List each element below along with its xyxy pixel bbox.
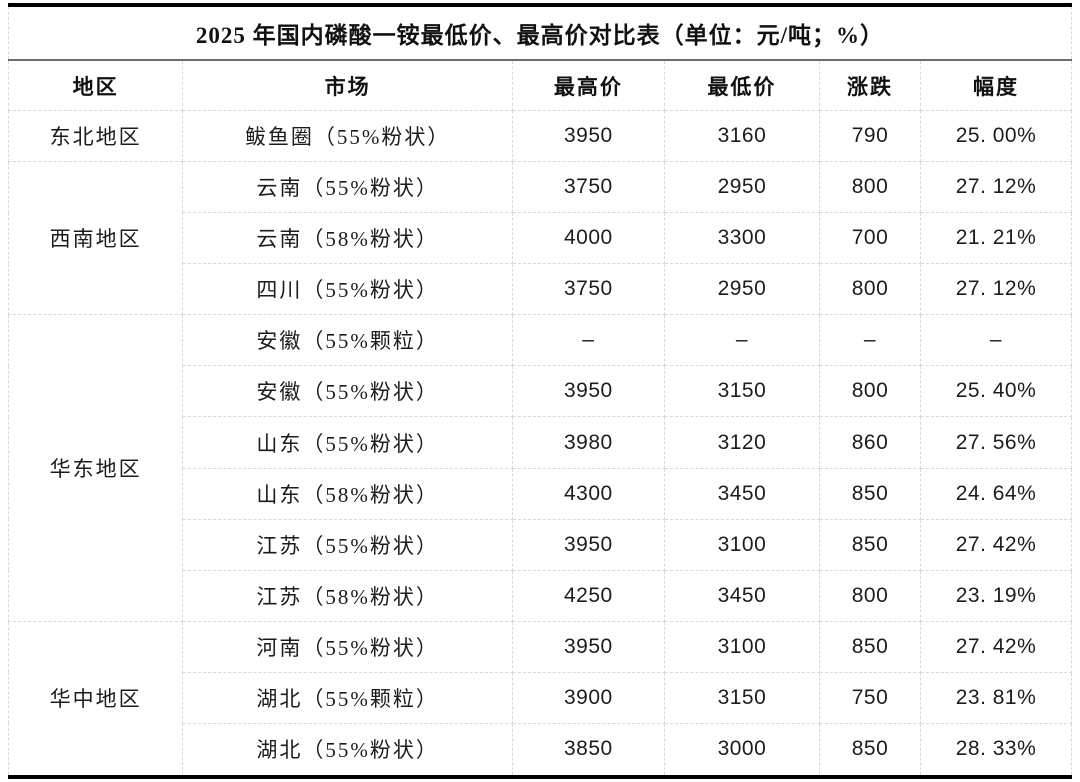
range-cell: 28. 33% [920,722,1072,778]
change-cell: 700 [819,212,922,265]
low-price-cell: 3300 [663,212,821,265]
table-row: 安徽（55%粉状） 3950 3150 800 25. 40% [9,365,1072,418]
market-cell: 山东（58%粉状） [182,467,513,520]
col-header-market: 市场 [182,59,513,111]
col-header-low-price: 最低价 [663,59,821,111]
table-row: 华中地区 河南（55%粉状） 3950 3100 850 27. 42% [7,620,1072,778]
table-row: 山东（58%粉状） 4300 3450 850 24. 64% [9,467,1072,520]
high-price-cell: 4300 [511,467,665,520]
market-cell: 江苏（55%粉状） [182,518,513,571]
col-header-range: 幅度 [920,59,1072,111]
change-cell: 790 [819,109,922,163]
market-cell: 湖北（55%粉状） [182,722,513,778]
high-price-cell: 3950 [511,518,665,571]
range-cell: 27. 12% [920,161,1072,214]
market-cell: 鲅鱼圈（55%粉状） [182,109,513,163]
range-cell: 25. 00% [920,109,1072,163]
change-cell: 860 [819,416,922,469]
range-cell: 27. 12% [920,263,1072,316]
region-cell: 东北地区 [7,109,184,163]
change-cell: – [819,314,922,367]
table-row: 江苏（55%粉状） 3950 3100 850 27. 42% [9,518,1072,571]
title-row: 2025 年国内磷酸一铵最低价、最高价对比表（单位：元/吨；%） [8,5,1072,61]
low-price-cell: 2950 [663,161,821,214]
table-row: 华东地区 安徽（55%颗粒） – – – – [7,314,1072,622]
range-cell: 27. 42% [920,518,1072,571]
col-header-region: 地区 [7,59,184,111]
range-cell: 27. 42% [920,620,1072,673]
market-cell: 湖北（55%颗粒） [182,671,513,724]
table-row: 湖北（55%粉状） 3850 3000 850 28. 33% [9,722,1072,778]
market-cell: 山东（55%粉状） [182,416,513,469]
low-price-cell: 3150 [663,671,821,724]
low-price-cell: 3450 [663,467,821,520]
high-price-cell: 4250 [511,569,665,622]
col-header-high-price: 最高价 [511,59,665,111]
table-row: 云南（58%粉状） 4000 3300 700 21. 21% [9,212,1072,265]
col-header-change: 涨跌 [819,59,922,111]
region-cell: 华中地区 [7,620,184,778]
range-cell: 21. 21% [920,212,1072,265]
price-table: 2025 年国内磷酸一铵最低价、最高价对比表（单位：元/吨；%） 地区 市场 最… [7,3,1072,779]
low-price-cell: 2950 [663,263,821,316]
change-cell: 800 [819,161,922,214]
high-price-cell: 3750 [511,263,665,316]
range-cell: 24. 64% [920,467,1072,520]
high-price-cell: 3750 [511,161,665,214]
change-cell: 850 [819,620,922,673]
table-row: 湖北（55%颗粒） 3900 3150 750 23. 81% [9,671,1072,724]
change-cell: 800 [819,365,922,418]
high-price-cell: 4000 [511,212,665,265]
market-cell: 安徽（55%颗粒） [182,314,513,367]
low-price-cell: 3100 [663,620,821,673]
table-row: 东北地区 鲅鱼圈（55%粉状） 3950 3160 790 25. 00% [7,109,1072,163]
low-price-cell: – [663,314,821,367]
high-price-cell: 3850 [511,722,665,778]
low-price-cell: 3120 [663,416,821,469]
region-cell: 西南地区 [7,161,184,316]
change-cell: 850 [819,722,922,778]
high-price-cell: 3980 [511,416,665,469]
table-row: 西南地区 云南（55%粉状） 3750 2950 800 27. 12% [7,161,1072,316]
market-cell: 安徽（55%粉状） [182,365,513,418]
low-price-cell: 3150 [663,365,821,418]
range-cell: 23. 81% [920,671,1072,724]
change-cell: 850 [819,467,922,520]
change-cell: 800 [819,263,922,316]
range-cell: 27. 56% [920,416,1072,469]
change-cell: 850 [819,518,922,571]
change-cell: 800 [819,569,922,622]
table-row: 四川（55%粉状） 3750 2950 800 27. 12% [9,263,1072,316]
market-cell: 四川（55%粉状） [182,263,513,316]
table-row: 江苏（58%粉状） 4250 3450 800 23. 19% [9,569,1072,622]
high-price-cell: 3950 [511,620,665,673]
low-price-cell: 3100 [663,518,821,571]
high-price-cell: 3950 [511,109,665,163]
market-cell: 云南（58%粉状） [182,212,513,265]
market-cell: 云南（55%粉状） [182,161,513,214]
market-cell: 江苏（58%粉状） [182,569,513,622]
market-cell: 河南（55%粉状） [182,620,513,673]
high-price-cell: 3950 [511,365,665,418]
header-row: 地区 市场 最高价 最低价 涨跌 幅度 [7,59,1072,111]
high-price-cell: 3900 [511,671,665,724]
range-cell: 25. 40% [920,365,1072,418]
range-cell: 23. 19% [920,569,1072,622]
range-cell: – [920,314,1072,367]
high-price-cell: – [511,314,665,367]
low-price-cell: 3160 [663,109,821,163]
low-price-cell: 3000 [663,722,821,778]
region-cell: 华东地区 [7,314,184,622]
low-price-cell: 3450 [663,569,821,622]
change-cell: 750 [819,671,922,724]
table-title: 2025 年国内磷酸一铵最低价、最高价对比表（单位：元/吨；%） [8,5,1072,61]
